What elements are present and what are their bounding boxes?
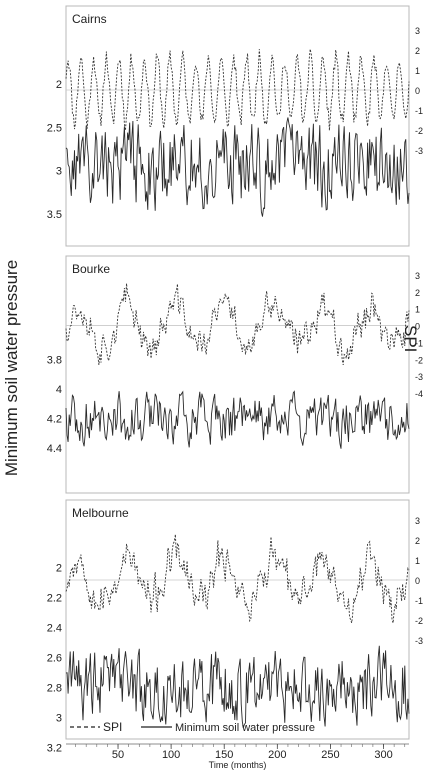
- bourke-swp-tick-label: 4.4: [47, 443, 62, 455]
- cairns-spi-series-line: [65, 49, 410, 131]
- legend-spi-label: SPI: [103, 720, 122, 734]
- melbourne-swp-series-line: [65, 645, 410, 729]
- bourke-spi-tick-label: -3: [415, 372, 423, 382]
- melbourne-spi-tick-label: -1: [415, 596, 423, 606]
- cairns-spi-tick-label: 2: [415, 46, 420, 56]
- melbourne-swp-tick-label: 3.2: [47, 743, 62, 755]
- left-axis-title: Minimum soil water pressure: [2, 259, 21, 477]
- cairns-panel-frame: [65, 5, 410, 247]
- melbourne-spi-tick-label: 0: [415, 576, 420, 586]
- bourke-spi-tick-label: -1: [415, 338, 423, 348]
- cairns-swp-tick-label: 3: [56, 166, 62, 178]
- bourke-panel-title: Bourke: [72, 262, 110, 276]
- legend-swp-label: Minimum soil water pressure: [175, 722, 315, 734]
- cairns-spi-tick-label: -1: [415, 106, 423, 116]
- melbourne-spi-tick-label: -3: [415, 636, 423, 646]
- cairns-swp-tick-label: 3.5: [47, 209, 62, 221]
- bourke-spi-tick-label: -4: [415, 389, 423, 399]
- x-axis-title: Time (months): [209, 760, 267, 770]
- x-tick-label: 300: [374, 749, 392, 761]
- cairns-spi-tick-label: -2: [415, 126, 423, 136]
- melbourne-swp-tick-label: 2.4: [47, 623, 62, 635]
- cairns-spi-tick-label: 3: [415, 26, 420, 36]
- cairns-panel-title: Cairns: [72, 12, 107, 26]
- bourke-spi-tick-label: 0: [415, 322, 420, 332]
- cairns-spi-tick-label: -3: [415, 146, 423, 156]
- melbourne-spi-tick-label: 1: [415, 556, 420, 566]
- bourke-panel-frame: [65, 255, 410, 494]
- x-tick-label: 150: [215, 749, 233, 761]
- melbourne-swp-tick-label: 3: [56, 713, 62, 725]
- right-axis-title: SPI: [401, 325, 420, 353]
- cairns-swp-tick-label: 2: [56, 79, 62, 91]
- melbourne-spi-tick-label: 3: [415, 516, 420, 526]
- bourke-spi-series-line: [65, 283, 410, 366]
- x-tick-label: 250: [321, 749, 339, 761]
- bourke-swp-tick-label: 4: [56, 384, 62, 396]
- melbourne-spi-tick-label: 2: [415, 536, 420, 546]
- x-tick-label: 200: [268, 749, 286, 761]
- melbourne-swp-tick-label: 2.8: [47, 683, 62, 695]
- bourke-swp-tick-label: 3.8: [47, 355, 62, 367]
- melbourne-panel-title: Melbourne: [72, 506, 129, 520]
- bourke-spi-tick-label: 2: [415, 288, 420, 298]
- melbourne-swp-tick-label: 2.2: [47, 593, 62, 605]
- cairns-swp-series-line: [65, 117, 410, 217]
- cairns-spi-tick-label: 0: [415, 86, 420, 96]
- melbourne-panel-frame: [65, 499, 410, 740]
- cairns-spi-tick-label: 1: [415, 66, 420, 76]
- melbourne-swp-tick-label: 2: [56, 563, 62, 575]
- melbourne-spi-tick-label: -2: [415, 616, 423, 626]
- x-tick-label: 50: [112, 749, 124, 761]
- bourke-swp-tick-label: 4.2: [47, 414, 62, 426]
- bourke-swp-series-line: [65, 390, 410, 449]
- bourke-spi-tick-label: -2: [415, 355, 423, 365]
- bourke-spi-tick-label: 3: [415, 271, 420, 281]
- cairns-swp-tick-label: 2.5: [47, 122, 62, 134]
- melbourne-spi-series-line: [65, 534, 410, 624]
- melbourne-swp-tick-label: 2.6: [47, 653, 62, 665]
- bourke-spi-tick-label: 1: [415, 305, 420, 315]
- x-tick-label: 100: [162, 749, 180, 761]
